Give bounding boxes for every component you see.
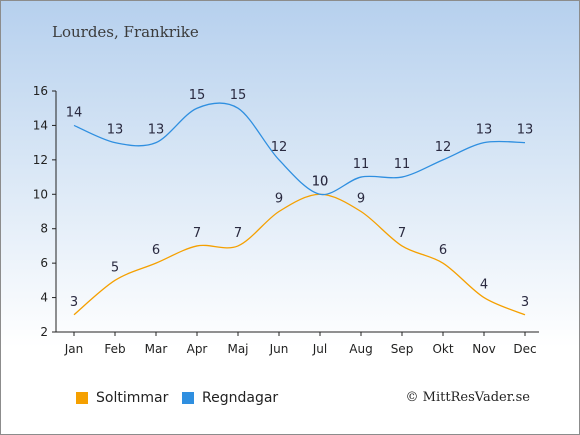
data-label: 6: [152, 243, 160, 258]
data-label: 7: [234, 226, 242, 241]
legend-label-soltimmar: Soltimmar: [96, 390, 169, 406]
x-tick-label: Jul: [312, 342, 327, 356]
chart-lines: [73, 102, 526, 316]
data-label: 13: [517, 123, 534, 138]
x-tick-label: Maj: [227, 342, 248, 356]
y-tick-label: 2: [40, 325, 48, 339]
x-tick-label: Jan: [64, 342, 84, 356]
y-tick-label: 16: [33, 84, 48, 98]
data-label: 12: [435, 140, 452, 155]
data-label: 13: [107, 123, 124, 138]
series-line-soltimmar: [73, 193, 526, 316]
data-label: 14: [66, 105, 83, 120]
y-tick-label: 14: [33, 118, 48, 132]
y-tick-label: 10: [33, 187, 48, 201]
x-tick-label: Aug: [349, 342, 372, 356]
x-tick-label: Apr: [187, 342, 208, 356]
data-label: 12: [271, 140, 288, 155]
x-tick-label: Feb: [104, 342, 125, 356]
data-label: 11: [353, 157, 370, 172]
x-tick-label: Okt: [432, 342, 453, 356]
x-tick-label: Nov: [472, 342, 495, 356]
x-tick-label: Mar: [145, 342, 168, 356]
data-label: 7: [398, 226, 406, 241]
legend-label-regndagar: Regndagar: [202, 390, 279, 406]
credit-text: © MittResVader.se: [405, 390, 530, 405]
series-line-regndagar: [73, 102, 526, 196]
data-label: 7: [193, 226, 201, 241]
legend-item-soltimmar: Soltimmar: [76, 390, 168, 406]
x-tick-label: Sep: [391, 342, 414, 356]
y-tick-label: 4: [40, 291, 48, 305]
chart-title: Lourdes, Frankrike: [52, 23, 199, 41]
data-label: 13: [148, 123, 165, 138]
data-label: 9: [275, 192, 283, 207]
data-label: 10: [312, 174, 329, 189]
data-label: 6: [439, 243, 447, 258]
data-label: 15: [189, 88, 206, 103]
data-label: 4: [480, 278, 488, 293]
y-tick-label: 8: [40, 222, 48, 236]
data-label: 15: [230, 88, 247, 103]
data-label: 5: [111, 260, 119, 275]
chart-axes: 2 4 6 8 10 12 14 16 Jan Feb Mar Apr Maj Jun Jul Aug Sep O…: [33, 84, 539, 356]
data-label: 3: [521, 295, 529, 310]
data-label: 3: [70, 295, 78, 310]
y-tick-label: 6: [40, 256, 48, 270]
data-label: 13: [476, 123, 493, 138]
x-tick-label: Jun: [269, 342, 289, 356]
data-label: 9: [357, 192, 365, 207]
x-tick-label: Dec: [513, 342, 536, 356]
data-label: 10: [312, 174, 329, 189]
y-tick-label: 12: [33, 153, 48, 167]
data-label: 11: [394, 157, 411, 172]
legend-swatch-soltimmar: [76, 392, 88, 404]
legend-swatch-regndagar: [182, 392, 194, 404]
legend-item-regndagar: Regndagar: [182, 390, 278, 406]
